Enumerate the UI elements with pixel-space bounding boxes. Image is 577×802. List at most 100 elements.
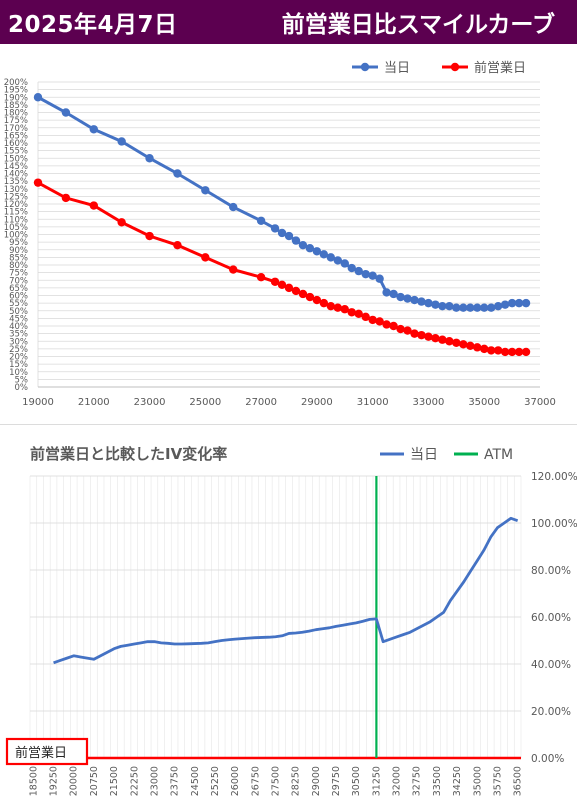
series-1-point — [438, 335, 447, 344]
x-tick-label: 33500 — [432, 766, 443, 796]
y-tick-label: 100.00% — [531, 518, 577, 530]
y-tick-label: 55% — [9, 299, 28, 309]
series-1-point — [354, 309, 363, 318]
series-1-point — [201, 253, 210, 262]
legend-label: 前営業日 — [474, 60, 526, 76]
y-tick-label: 65% — [9, 284, 28, 294]
chart-divider — [0, 424, 577, 425]
iv-chart-series — [30, 476, 521, 760]
series-1-point — [340, 305, 349, 314]
series-0-point — [417, 297, 426, 306]
y-tick-label: 130% — [4, 185, 28, 195]
y-tick-label: 155% — [4, 147, 28, 157]
series-1-point — [521, 347, 531, 357]
y-tick-label: 180% — [4, 109, 28, 119]
x-tick-label: 35000 — [472, 766, 483, 796]
y-tick-label: 70% — [9, 276, 28, 286]
x-tick-label: 26000 — [230, 766, 241, 796]
x-tick-label: 35000 — [468, 397, 500, 408]
y-tick-label: 0.00% — [531, 753, 564, 765]
series-1-point — [445, 337, 454, 346]
series-1-point — [431, 334, 440, 343]
smile-curve-series — [33, 93, 531, 357]
legend-marker — [360, 62, 370, 72]
series-0-point — [284, 231, 294, 241]
series-0-point — [173, 169, 182, 178]
iv-chart-legend: 当日 ATM — [380, 447, 513, 463]
x-tick-label: 23000 — [134, 397, 166, 408]
series-0-point — [431, 300, 440, 309]
x-tick-label: 32000 — [392, 766, 403, 796]
y-tick-label: 115% — [4, 208, 28, 218]
legend-label: 当日 — [410, 447, 438, 463]
x-tick-label: 25000 — [189, 397, 221, 408]
x-tick-label: 29750 — [331, 766, 342, 796]
x-tick-label: 29000 — [301, 397, 333, 408]
series-0-point — [375, 274, 384, 283]
series-1-point — [89, 201, 98, 210]
series-1-point — [507, 347, 517, 357]
series-1-point — [61, 193, 71, 203]
series-1-point — [361, 312, 370, 322]
y-tick-label: 35% — [9, 330, 28, 340]
series-1-point — [291, 286, 301, 296]
series-0-point — [459, 303, 468, 312]
x-tick-label: 23750 — [170, 766, 181, 796]
series-0-point — [466, 303, 475, 312]
y-tick-label: 75% — [9, 269, 28, 279]
series-1-point — [389, 321, 398, 331]
y-tick-label: 80.00% — [531, 565, 571, 577]
series-1-point — [229, 265, 238, 274]
iv-series-line — [53, 516, 519, 665]
series-1-point — [493, 346, 503, 355]
x-tick-label: 34250 — [452, 766, 463, 796]
legend-marker — [450, 62, 460, 72]
series-1-point — [514, 347, 524, 357]
y-tick-label: 150% — [4, 154, 28, 164]
x-tick-label: 21000 — [78, 397, 110, 408]
series-0-point — [486, 303, 496, 312]
x-tick-label: 33000 — [413, 397, 445, 408]
x-tick-label: 31000 — [357, 397, 389, 408]
series-0-point — [396, 292, 405, 302]
series-1-point — [284, 283, 294, 293]
series-0-point — [403, 294, 412, 303]
y-tick-label: 20% — [9, 353, 28, 363]
series-1-point — [173, 240, 182, 250]
series-0-point — [326, 253, 336, 262]
y-tick-label: 175% — [4, 116, 28, 126]
y-tick-label: 40% — [9, 322, 28, 332]
y-tick-label: 160% — [4, 139, 28, 149]
header-bar: 2025年4月7日 前営業日比スマイルカーブ — [0, 0, 577, 44]
x-tick-label: 27500 — [271, 766, 282, 796]
y-tick-label: 110% — [4, 215, 28, 225]
series-1-point — [452, 338, 461, 347]
series-1-point — [305, 292, 315, 302]
series-0-point — [33, 93, 43, 102]
series-line-1 — [37, 181, 527, 354]
y-tick-label: 185% — [4, 101, 28, 111]
x-tick-label: 20000 — [69, 766, 80, 796]
x-tick-label: 18500 — [28, 766, 39, 796]
series-1-point — [486, 346, 496, 355]
y-tick-label: 190% — [4, 93, 28, 103]
y-tick-label: 45% — [9, 314, 28, 324]
series-1-point — [473, 343, 482, 352]
series-0-point — [368, 271, 377, 280]
x-tick-label: 32750 — [412, 766, 423, 796]
series-1-point — [424, 332, 433, 341]
series-0-point — [389, 289, 398, 299]
x-tick-label: 28250 — [291, 766, 302, 796]
series-1-point — [347, 308, 356, 317]
iv-change-chart: 前営業日と比較したIV変化率 0.00% 20.00% 40.00% 60.00% 80… — [5, 445, 577, 796]
series-0-point — [347, 263, 356, 273]
series-1-point — [500, 347, 510, 357]
iv-chart-title: 前営業日と比較したIV変化率 — [30, 445, 227, 463]
y-tick-label: 85% — [9, 253, 28, 263]
series-0-point — [291, 236, 301, 245]
x-tick-label: 22250 — [129, 766, 140, 796]
y-tick-label: 125% — [4, 192, 28, 202]
y-tick-label: 165% — [4, 131, 28, 141]
series-0-point — [61, 108, 71, 117]
